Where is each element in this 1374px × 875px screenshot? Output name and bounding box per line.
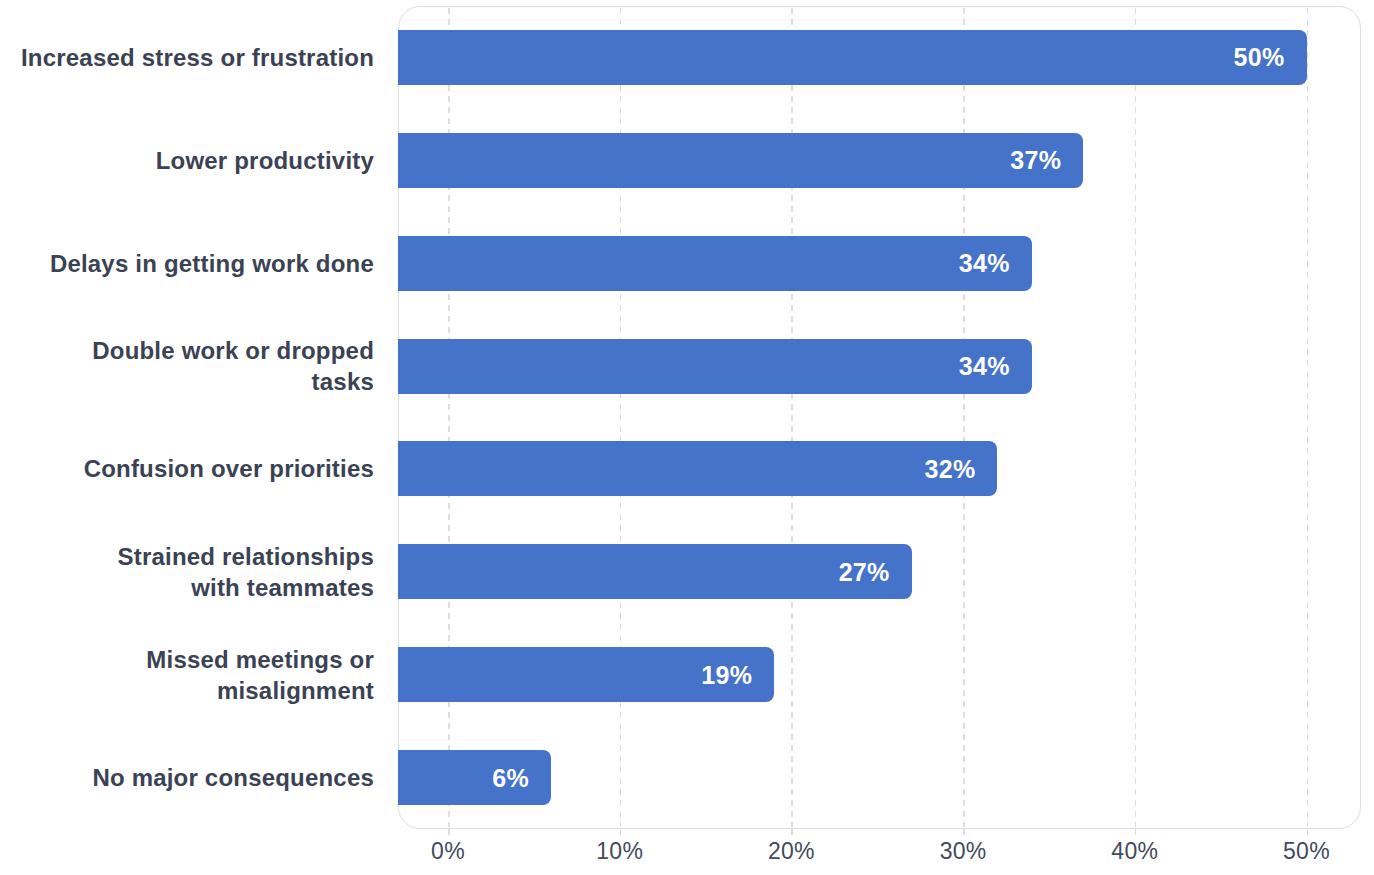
axis-tick (448, 828, 450, 835)
x-tick-label: 10% (596, 838, 643, 865)
bar: 34% (398, 339, 1032, 394)
category-label: Lower productivity (0, 109, 374, 212)
bar: 19% (398, 647, 774, 702)
gridline (791, 8, 793, 827)
category-label: Increased stress or frustration (0, 6, 374, 109)
category-label: Strained relationships with teammates (0, 520, 374, 623)
bar: 6% (398, 750, 551, 805)
x-tick-label: 20% (768, 838, 815, 865)
axis-tick (791, 828, 793, 835)
axis-tick (1135, 828, 1137, 835)
gridline (1307, 8, 1309, 827)
bar: 32% (398, 441, 997, 496)
bar-value-label: 34% (959, 249, 1010, 278)
bar: 37% (398, 133, 1083, 188)
bar: 27% (398, 544, 912, 599)
category-label: Confusion over priorities (0, 418, 374, 521)
plot-area (398, 6, 1361, 829)
bar-value-label: 19% (701, 660, 752, 689)
axis-tick (963, 828, 965, 835)
gridline (1135, 8, 1137, 827)
gridline (963, 8, 965, 827)
bar-value-label: 50% (1234, 43, 1285, 72)
axis-tick (620, 828, 622, 835)
category-label: Missed meetings or misalignment (0, 623, 374, 726)
bar-value-label: 37% (1010, 146, 1061, 175)
bar-value-label: 6% (492, 763, 529, 792)
bar: 50% (398, 30, 1307, 85)
category-label: Delays in getting work done (0, 212, 374, 315)
x-tick-label: 0% (431, 838, 465, 865)
category-label: No major consequences (0, 726, 374, 829)
bar: 34% (398, 236, 1032, 291)
x-tick-label: 50% (1283, 838, 1330, 865)
gridline (448, 8, 450, 827)
axis-tick (1307, 828, 1309, 835)
bar-value-label: 34% (959, 352, 1010, 381)
gridline (620, 8, 622, 827)
horizontal-bar-chart: 50% 37% 34% 34% 32% 27% 19% 6% Increased stress… (0, 0, 1374, 875)
bar-value-label: 32% (925, 454, 976, 483)
category-label: Double work or dropped tasks (0, 315, 374, 418)
bar-value-label: 27% (839, 557, 890, 586)
x-tick-label: 40% (1111, 838, 1158, 865)
x-tick-label: 30% (940, 838, 987, 865)
